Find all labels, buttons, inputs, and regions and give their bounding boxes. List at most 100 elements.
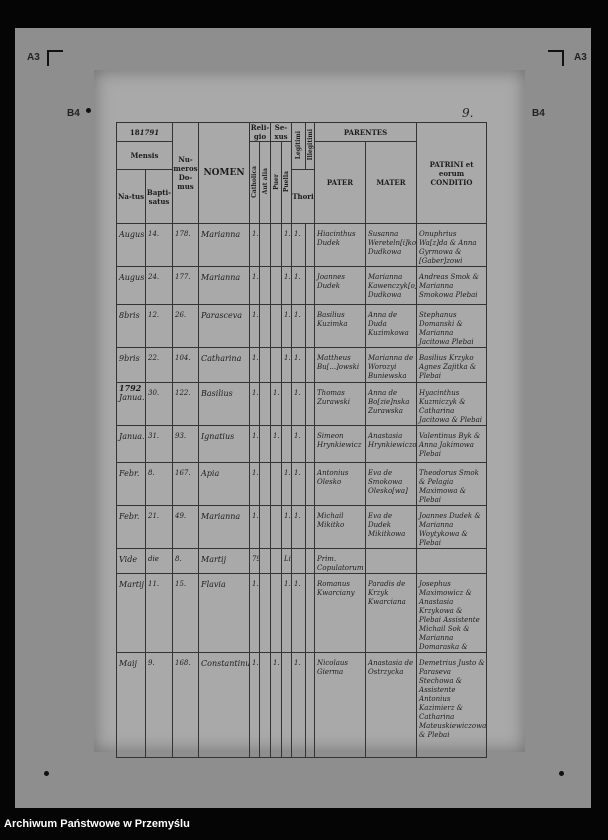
cell-text: Anastasia Hrynkiewiczowa — [368, 432, 417, 449]
cell-puer — [270, 462, 283, 506]
table-row: 8bris 12. 26. Parasceva 1. 1. 1. Basilius Kuzim… — [116, 304, 488, 348]
cell-patrini: Onuphrius Wa[z]da & Anna Gyrmowa & [Gabe… — [416, 223, 488, 267]
cell-alia — [259, 425, 272, 463]
cell-mater: Eva de Smokowa Olesko[wa] — [365, 462, 418, 506]
cell-text: Prim. Copulatorum — [317, 555, 364, 572]
cell-text: 1. — [252, 311, 259, 319]
cell-mater — [365, 548, 418, 574]
mensis-header: Mensis — [115, 141, 174, 170]
cell-alia — [259, 573, 272, 653]
cell-nomen: Catharina — [198, 347, 251, 383]
cell-illeg — [305, 382, 316, 426]
cell-alia — [259, 266, 272, 305]
a3-mark-right: A3 — [574, 52, 587, 63]
cell-patrini — [416, 548, 488, 574]
cell-text: Eva de Smokowa Olesko[wa] — [368, 469, 408, 495]
cell-illeg — [305, 652, 316, 758]
cell-patrini: Theodorus Smok & Pelagia Maximowa & Pleb… — [416, 462, 488, 506]
cell-text: 1. — [294, 230, 301, 238]
cell-text: 1. — [252, 659, 259, 667]
thori-header: Thori — [291, 169, 316, 224]
cell-natus: 9bris — [116, 347, 146, 383]
cell-text: 11. — [148, 580, 160, 588]
cell-puella: 1. — [281, 223, 293, 267]
cell-text: 8bris — [119, 311, 140, 320]
cell-puella — [281, 382, 293, 426]
illegitimi-header: Illegitimi — [305, 122, 316, 170]
cell-domus: 168. — [172, 652, 200, 758]
cell-cath: 1. — [249, 652, 261, 758]
cell-natus: Maij — [116, 652, 146, 758]
cell-text: Constantinus — [201, 659, 250, 668]
cell-puella — [281, 652, 293, 758]
cell-nomen: Marianna — [198, 223, 251, 267]
cell-domus: 167. — [172, 462, 200, 506]
cell-bapt: 8. — [144, 462, 174, 506]
cell-text: 1. — [284, 311, 291, 319]
cell-pater: Nicolaus Gierma — [314, 652, 367, 758]
cell-pater: Mattheus Bu[...]owski — [314, 347, 367, 383]
cell-pater: Thomas Zurawski — [314, 382, 367, 426]
cell-text: Janua. — [119, 393, 145, 402]
cell-text: 22. — [148, 354, 160, 362]
cell-patrini: Demetrius Justo & Paraseva Stechowa & As… — [416, 652, 488, 758]
cell-puella: 1. — [281, 347, 293, 383]
cell-alia — [259, 652, 272, 758]
cell-text: Marianna — [201, 273, 241, 282]
cell-text: Andreas Smok & Marianna Smokowa Plebai — [419, 273, 479, 299]
cell-cath: 1. — [249, 382, 261, 426]
cell-text: Theodorus Smok & Pelagia Maximowa & Pleb… — [419, 469, 479, 504]
baptisatus-header: Bapti-satus — [144, 169, 174, 224]
cell-pater: Hiacinthus Dudek — [314, 223, 367, 267]
cell-text: 177. — [175, 273, 191, 281]
cell-puer — [270, 266, 283, 305]
nomen-header: NOMEN — [198, 122, 251, 224]
cell-text: 21. — [148, 512, 160, 520]
cell-text: 1. — [252, 230, 259, 238]
cell-text: 1. — [252, 354, 259, 362]
cell-domus: 104. — [172, 347, 200, 383]
cell-text: Apia — [201, 469, 220, 478]
cell-illeg — [305, 548, 316, 574]
cell-text: Demetrius Justo & Paraseva Stechowa & As… — [419, 659, 487, 739]
cell-text: Nicolaus Gierma — [317, 659, 349, 676]
cell-pater: Basilius Kuzimka — [314, 304, 367, 348]
cell-domus: 15. — [172, 573, 200, 653]
cell-text: 1. — [284, 469, 291, 477]
cell-pater: Prim. Copulatorum — [314, 548, 367, 574]
cell-domus: 177. — [172, 266, 200, 305]
cell-text: die — [148, 555, 159, 563]
cell-domus: 8. — [172, 548, 200, 574]
cell-text: Anna de Duda Kuzimkowa — [368, 311, 409, 337]
cell-text: 8. — [148, 469, 155, 477]
cell-nomen: Basilius — [198, 382, 251, 426]
cell-text: Onuphrius Wa[z]da & Anna Gyrmowa & [Gabe… — [419, 230, 477, 265]
cell-text: Lib[er] — [284, 555, 291, 563]
cell-domus: 178. — [172, 223, 200, 267]
cell-puer: 1. — [270, 652, 283, 758]
cell-text: 12. — [148, 311, 160, 319]
cell-text: 1. — [252, 512, 259, 520]
cell-legit: 1. — [291, 462, 307, 506]
cell-illeg — [305, 223, 316, 267]
cell-puella: 1. — [281, 462, 293, 506]
cell-text: 1. — [294, 512, 301, 520]
cell-natus: Martij — [116, 573, 146, 653]
legitimi-header: Legitimi — [291, 122, 307, 170]
cell-text: Simeon Hrynkiewicz — [317, 432, 362, 449]
cell-mater: Anastasia de Ostrzycka — [365, 652, 418, 758]
cell-alia — [259, 462, 272, 506]
cell-text: 1. — [252, 580, 259, 588]
table-row: Febr. 8. 167. Apia 1. 1. 1. Antonius Olesko Eva … — [116, 462, 488, 506]
year-mark: 1792 — [119, 383, 142, 393]
cell-bapt: 21. — [144, 505, 174, 549]
cell-mater: Anna de Duda Kuzimkowa — [365, 304, 418, 348]
cell-pater: Antonius Olesko — [314, 462, 367, 506]
cell-cath: 1. — [249, 425, 261, 463]
registration-dot — [559, 771, 564, 776]
natus-header: Na-tus — [116, 169, 146, 224]
cell-puer — [270, 573, 283, 653]
cell-mater: Susanna Wereteln[i]kowa Dudkowa — [365, 223, 418, 267]
cell-patrini: Joannes Dudek & Marianna Woytykowa & Ple… — [416, 505, 488, 549]
cell-text: Marianna — [201, 230, 241, 239]
